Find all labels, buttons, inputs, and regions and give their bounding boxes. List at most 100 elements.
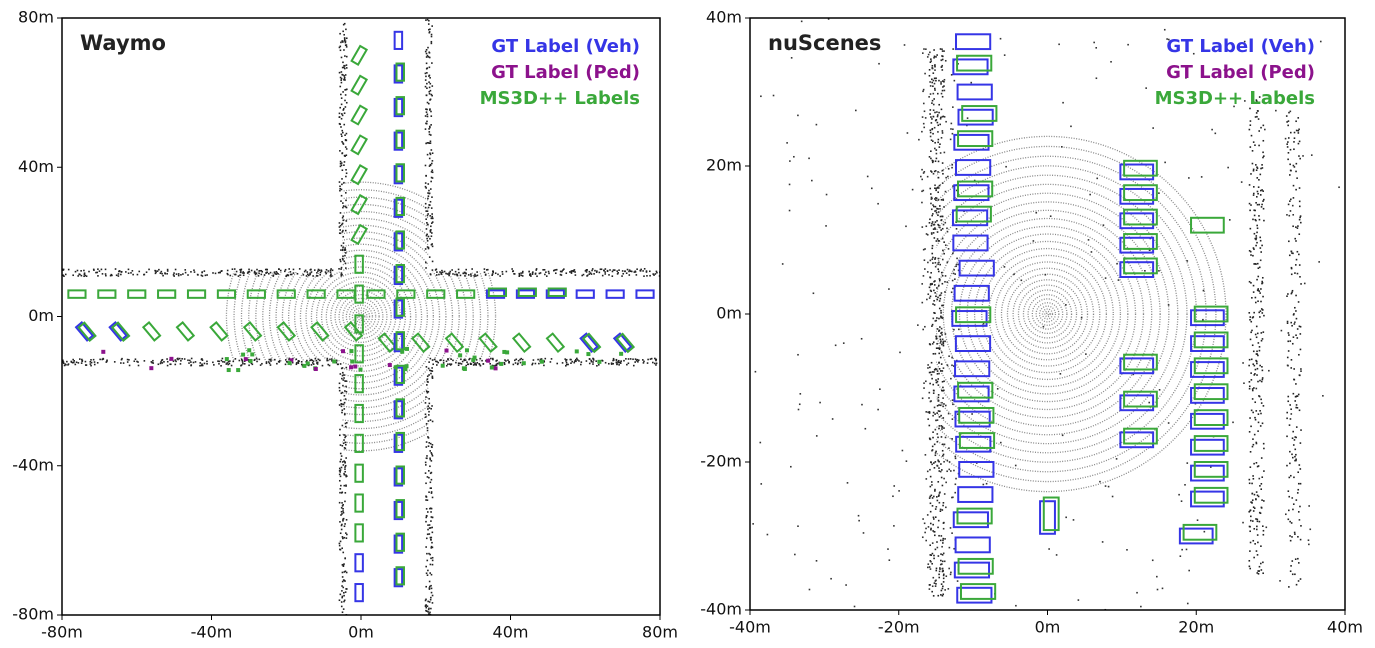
point	[930, 372, 932, 374]
point	[565, 360, 567, 362]
point	[428, 51, 430, 53]
point	[655, 360, 657, 362]
point	[226, 362, 228, 364]
point	[346, 148, 348, 150]
bounding-box	[959, 559, 993, 574]
point	[933, 595, 935, 597]
point	[928, 54, 930, 56]
point	[222, 361, 224, 363]
point	[446, 365, 448, 367]
point	[573, 271, 575, 273]
point	[935, 336, 937, 338]
point	[951, 167, 953, 169]
point	[174, 364, 176, 366]
point	[565, 272, 567, 274]
point	[430, 597, 432, 599]
point	[342, 74, 344, 76]
point	[932, 437, 934, 439]
point	[343, 79, 345, 81]
point	[942, 69, 944, 71]
point	[938, 177, 940, 179]
point	[430, 164, 432, 166]
point	[479, 358, 481, 360]
point	[468, 359, 470, 361]
point	[425, 402, 427, 404]
point	[427, 529, 429, 531]
point	[1259, 380, 1261, 382]
point	[845, 584, 847, 586]
point	[923, 387, 925, 389]
point	[929, 69, 931, 71]
point	[459, 363, 461, 365]
point	[1287, 357, 1289, 359]
point	[932, 221, 934, 223]
point	[1263, 140, 1265, 142]
point	[425, 51, 427, 53]
point	[940, 553, 942, 555]
point	[343, 49, 345, 51]
point	[938, 199, 940, 201]
point	[1290, 170, 1292, 172]
point	[1296, 337, 1298, 339]
point	[443, 362, 445, 364]
bounding-box	[1191, 414, 1224, 429]
point	[1298, 143, 1300, 145]
point	[933, 412, 935, 414]
point	[529, 273, 531, 275]
point	[942, 250, 944, 252]
point	[1299, 219, 1301, 221]
point	[1250, 120, 1252, 122]
point	[340, 133, 342, 135]
point	[1290, 132, 1292, 134]
point	[430, 487, 432, 489]
point	[1181, 549, 1183, 551]
point	[944, 90, 946, 92]
point	[936, 412, 938, 414]
legend-entry: GT Label (Ped)	[491, 62, 640, 83]
point	[927, 262, 929, 264]
point	[1108, 486, 1110, 488]
point	[924, 73, 926, 75]
point	[954, 492, 956, 494]
point	[932, 431, 934, 433]
point	[929, 425, 931, 427]
point	[937, 459, 939, 461]
point	[1308, 505, 1310, 507]
point	[341, 141, 343, 143]
point	[952, 399, 954, 401]
point	[936, 220, 938, 222]
point	[444, 271, 446, 273]
point	[342, 207, 344, 209]
pedestrian	[490, 366, 494, 370]
point	[951, 123, 953, 125]
point	[1250, 124, 1252, 126]
point	[935, 461, 937, 463]
point	[167, 361, 169, 363]
bounding-box	[379, 334, 396, 352]
point	[1294, 321, 1296, 323]
point	[1291, 536, 1293, 538]
point	[923, 275, 925, 277]
point	[341, 113, 343, 115]
point	[948, 413, 950, 415]
x-tick-label: 20m	[1178, 618, 1214, 637]
bounding-box	[68, 290, 85, 297]
point	[270, 360, 272, 362]
point	[518, 275, 520, 277]
point	[470, 363, 472, 365]
point	[933, 392, 935, 394]
point	[931, 215, 933, 217]
point	[1300, 368, 1302, 370]
legend-entry: GT Label (Veh)	[1166, 36, 1315, 57]
point	[341, 40, 343, 42]
point	[341, 409, 343, 411]
point	[1297, 328, 1299, 330]
point	[138, 271, 140, 273]
point	[935, 80, 937, 82]
point	[938, 318, 940, 320]
point	[1252, 163, 1254, 165]
point	[1251, 330, 1253, 332]
point	[942, 485, 944, 487]
point	[1295, 454, 1297, 456]
point	[428, 236, 430, 238]
